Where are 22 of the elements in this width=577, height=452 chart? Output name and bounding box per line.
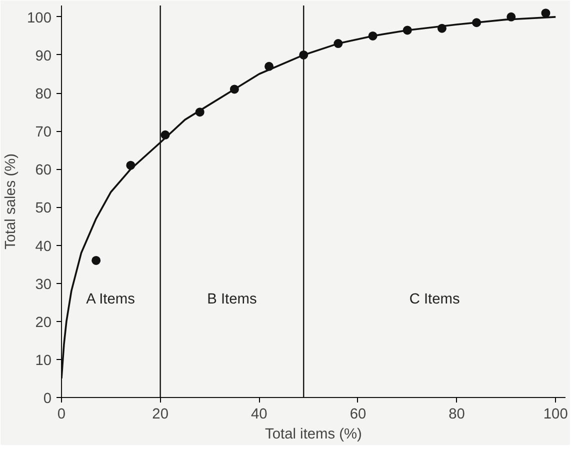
y-axis-title: Total sales (%)	[3, 153, 20, 250]
annotation: B Items	[207, 292, 257, 308]
y-tick-label: 80	[35, 86, 52, 103]
y-tick-label: 30	[35, 276, 52, 293]
y-tick-label: 50	[35, 200, 52, 217]
y-tick-label: 60	[35, 162, 52, 179]
annotation: A Items	[86, 292, 135, 308]
x-tick-label: 80	[448, 406, 465, 422]
x-tick-label: 40	[250, 406, 268, 422]
annotation: C Items	[409, 292, 460, 308]
y-tick-label: 40	[35, 238, 52, 255]
x-tick-label: 60	[350, 406, 366, 422]
y-tick-label: 70	[35, 124, 52, 141]
y-tick-label: 10	[35, 352, 52, 369]
y-tick-label: 100	[27, 10, 52, 26]
y-tick-label: 90	[35, 48, 52, 64]
x-axis-title: Total items (%)	[265, 426, 362, 442]
x-tick-label: 0	[57, 406, 66, 422]
x-tick-label: 100	[543, 406, 568, 422]
y-tick-label: 20	[35, 314, 52, 331]
y-tick-label: 0	[43, 391, 52, 407]
x-tick-label: 20	[152, 406, 168, 422]
